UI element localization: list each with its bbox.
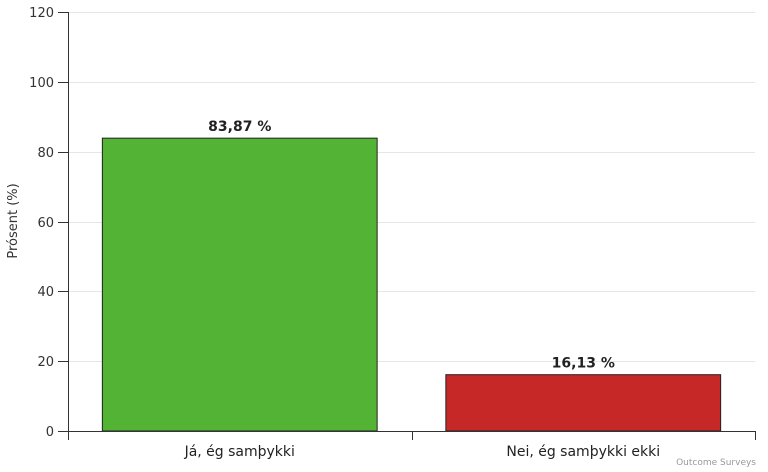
x-category-label: Já, ég samþykki <box>184 444 295 460</box>
y-tick-label: 20 <box>37 355 54 370</box>
y-tick-label: 120 <box>29 6 54 21</box>
y-tick-label: 40 <box>37 285 54 300</box>
y-tick-label: 100 <box>29 76 54 91</box>
y-tick-label: 60 <box>37 216 54 231</box>
x-category-labels: Já, ég samþykki Nei, ég samþykki ekki <box>184 444 661 460</box>
bar[interactable] <box>101 137 378 432</box>
y-axis-title: Prósent (%) <box>6 183 21 258</box>
x-category-label: Nei, ég samþykki ekki <box>506 444 660 460</box>
data-label: 16,13 % <box>552 356 615 372</box>
data-label: 83,87 % <box>208 119 271 135</box>
y-tick-label: 80 <box>37 146 54 161</box>
credits-text[interactable]: Outcome Surveys <box>676 458 756 468</box>
bar[interactable] <box>445 374 722 432</box>
y-tick-labels: 0 20 40 60 80 100 120 <box>29 6 54 440</box>
axes <box>58 12 756 440</box>
y-tick-label: 0 <box>46 425 54 440</box>
bars <box>101 137 722 432</box>
data-labels: 83,87 % 16,13 % <box>208 119 615 372</box>
